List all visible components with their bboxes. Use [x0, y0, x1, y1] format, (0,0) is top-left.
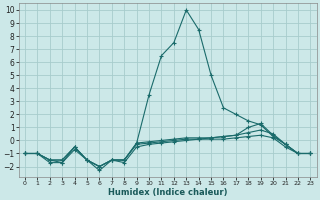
X-axis label: Humidex (Indice chaleur): Humidex (Indice chaleur) — [108, 188, 228, 197]
